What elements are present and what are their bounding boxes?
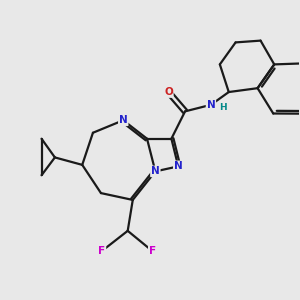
Text: N: N (207, 100, 215, 110)
Text: F: F (98, 246, 105, 256)
Text: O: O (164, 87, 173, 97)
Text: N: N (151, 167, 160, 176)
Text: F: F (149, 246, 156, 256)
Text: H: H (219, 103, 227, 112)
Text: N: N (119, 115, 128, 125)
Text: N: N (174, 161, 183, 171)
